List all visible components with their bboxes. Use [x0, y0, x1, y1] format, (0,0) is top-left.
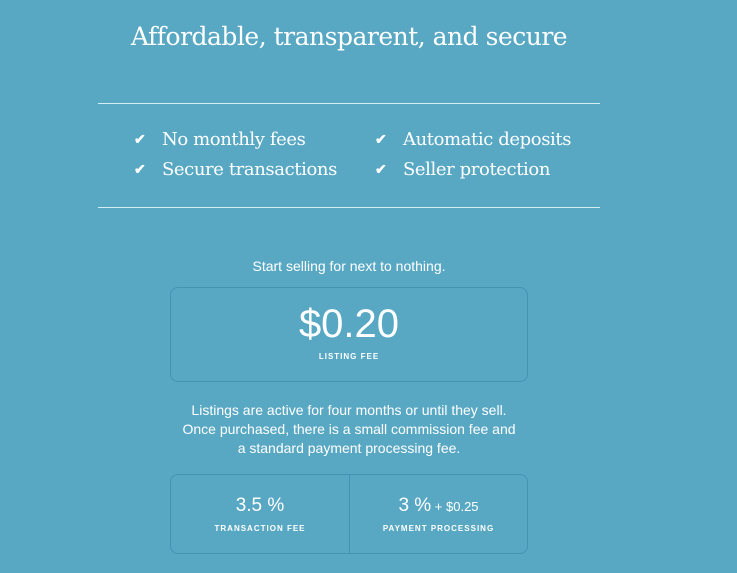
section-title: Affordable, transparent, and secure [130, 22, 568, 51]
fee-description: Listings are active for four months or u… [0, 401, 698, 458]
tagline: Start selling for next to nothing. [252, 258, 446, 274]
feature-label: Automatic deposits [403, 129, 572, 150]
feature-item: ✔ Secure transactions [134, 159, 337, 180]
description-line: Once purchased, there is a small commiss… [182, 421, 516, 437]
listing-fee-price: $0.20 [298, 302, 400, 346]
feature-label: Secure transactions [162, 159, 337, 180]
payment-processing-value: 3 % + $0.25 [398, 495, 479, 516]
feature-item: ✔ Seller protection [375, 159, 550, 180]
listing-fee-label: LISTING FEE [318, 352, 380, 361]
check-icon: ✔ [375, 131, 387, 148]
description-line: a standard payment processing fee. [237, 440, 461, 456]
check-icon: ✔ [134, 161, 146, 178]
feature-item: ✔ No monthly fees [134, 129, 306, 150]
divider-top [98, 103, 600, 104]
transaction-fee-value: 3.5 % [235, 495, 285, 516]
payment-processing-cell: 3 % + $0.25 PAYMENT PROCESSING [350, 475, 527, 553]
fees-card: 3.5 % TRANSACTION FEE 3 % + $0.25 PAYMEN… [170, 474, 528, 554]
feature-label: Seller protection [403, 159, 551, 180]
check-icon: ✔ [134, 131, 146, 148]
divider-bottom [98, 207, 600, 208]
transaction-fee-label: TRANSACTION FEE [214, 524, 306, 533]
transaction-fee-cell: 3.5 % TRANSACTION FEE [171, 475, 350, 553]
description-line: Listings are active for four months or u… [191, 402, 507, 418]
feature-label: No monthly fees [162, 129, 306, 150]
check-icon: ✔ [375, 161, 387, 178]
payment-processing-label: PAYMENT PROCESSING [382, 524, 495, 533]
listing-fee-card: $0.20 LISTING FEE [170, 287, 528, 382]
feature-item: ✔ Automatic deposits [375, 129, 571, 150]
